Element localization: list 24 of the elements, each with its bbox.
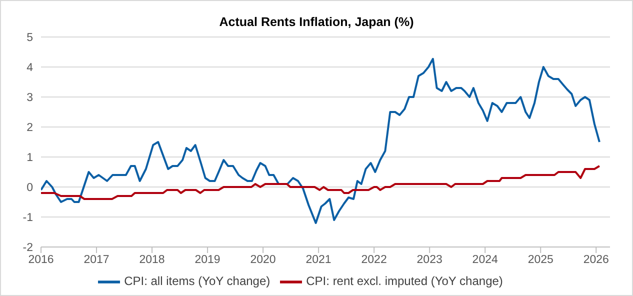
y-tick-label: 0 (26, 182, 33, 194)
line-series (41, 165, 600, 200)
y-tick-label: 5 (26, 32, 33, 44)
y-tick-label: 2 (26, 122, 33, 134)
y-tick-label: 3 (26, 92, 33, 104)
y-tick-label: -1 (22, 212, 33, 224)
x-tick-label: 2020 (250, 254, 276, 266)
x-tick-label: 2018 (139, 254, 165, 266)
x-tick-label: 2017 (84, 254, 110, 266)
x-tick-label: 2026 (583, 254, 609, 266)
legend-label: CPI: rent excl. imputed (YoY change) (306, 274, 503, 288)
x-tick-label: 2021 (306, 254, 332, 266)
x-tick-label: 2019 (194, 254, 220, 266)
x-tick-label: 2025 (528, 254, 554, 266)
x-tick-label: 2024 (472, 254, 498, 266)
y-tick-label: 1 (26, 152, 33, 164)
x-tick-label: 2022 (361, 254, 387, 266)
chart-title: Actual Rents Inflation, Japan (%) (218, 15, 415, 31)
x-tick-label: 2023 (416, 254, 442, 266)
legend-label: CPI: all items (YoY change) (124, 274, 270, 288)
y-tick-label: 4 (26, 62, 34, 74)
line-series (41, 58, 600, 224)
x-tick-label: 2016 (28, 254, 54, 266)
y-tick-label: -2 (22, 242, 33, 254)
